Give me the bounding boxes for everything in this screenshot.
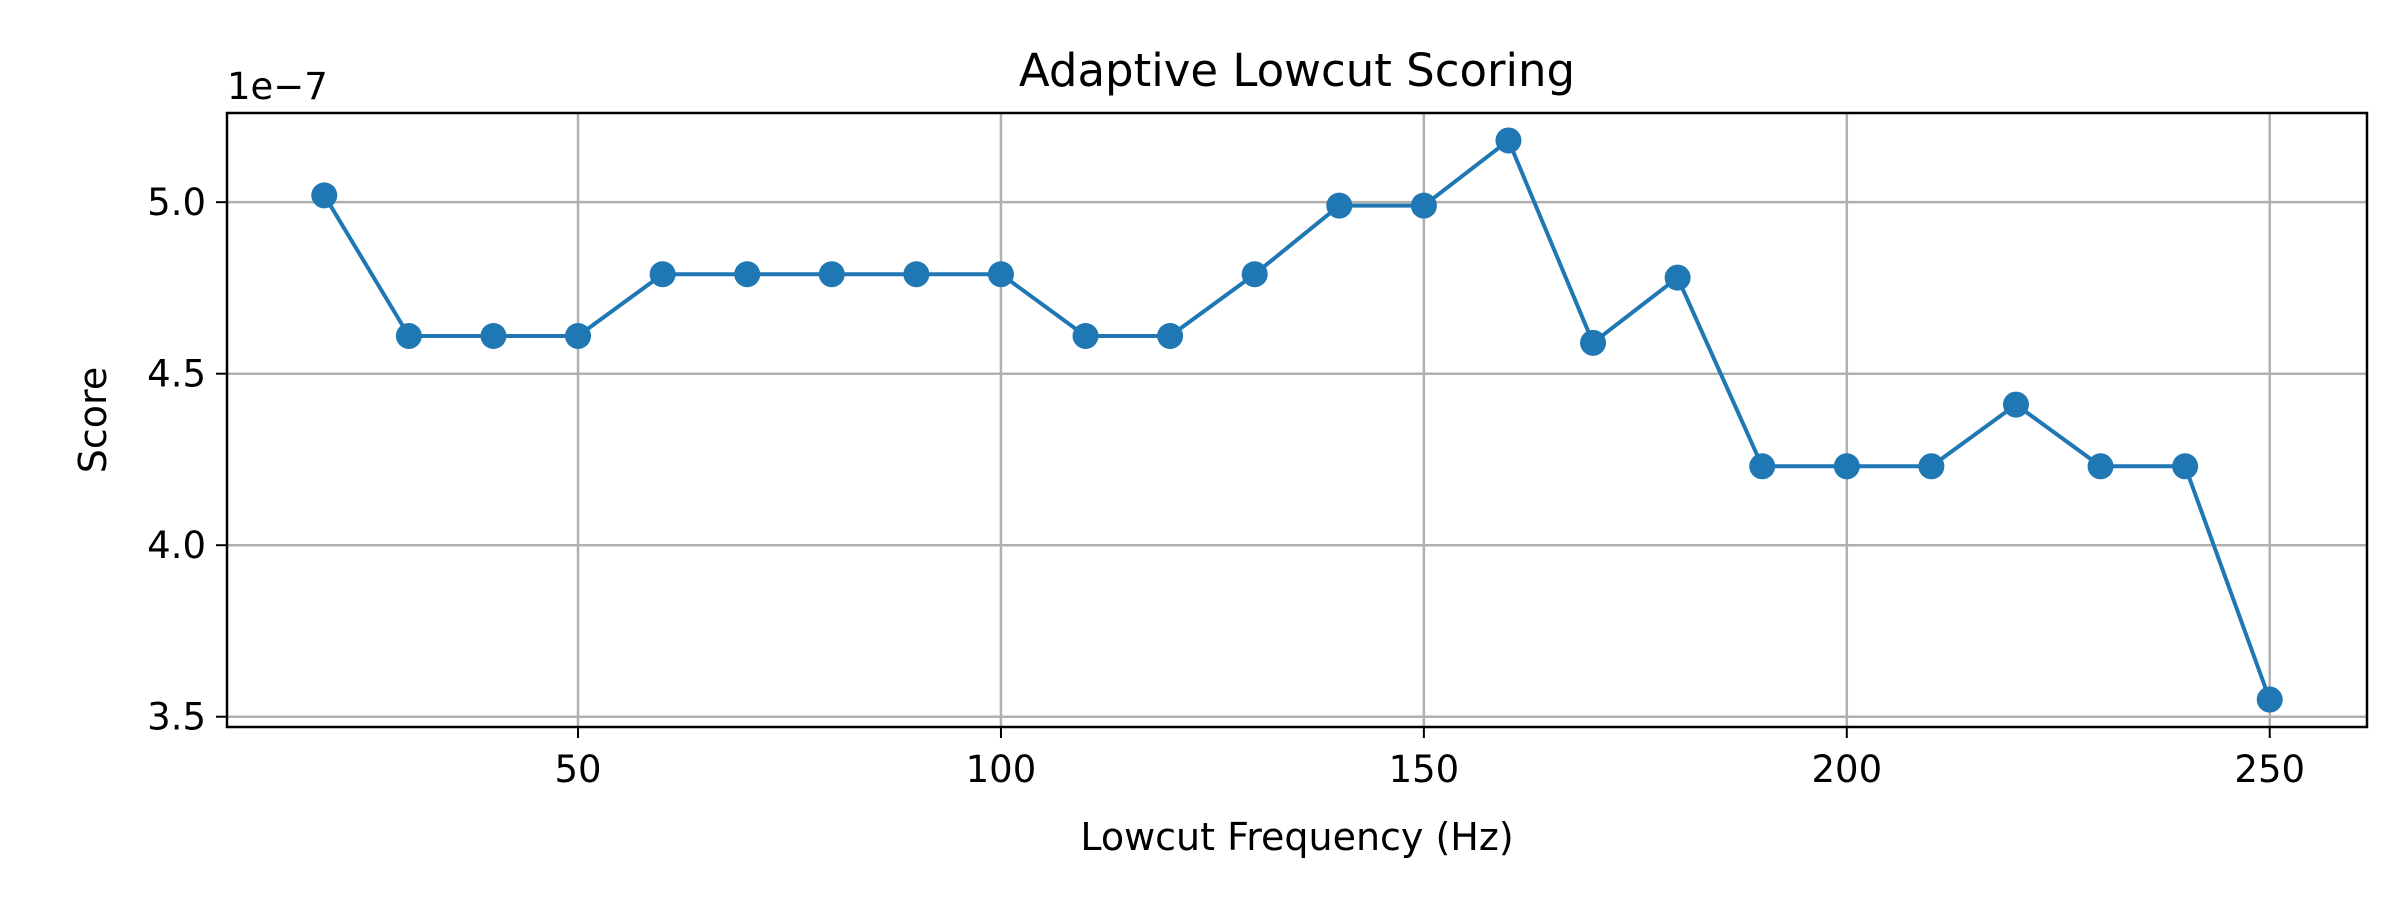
- data-point: [1326, 192, 1353, 219]
- x-tick-label: 150: [1389, 748, 1460, 791]
- data-point: [649, 261, 676, 288]
- data-point: [818, 261, 845, 288]
- data-point: [2087, 453, 2114, 480]
- data-point: [1664, 264, 1691, 291]
- data-point: [2002, 391, 2029, 418]
- y-axis-label: Score: [71, 367, 115, 473]
- x-axis-ticks: 50 100 150 200 250: [554, 727, 2305, 791]
- data-point: [1918, 453, 1945, 480]
- data-point: [395, 322, 422, 349]
- x-tick-label: 250: [2234, 748, 2305, 791]
- data-point: [1241, 261, 1268, 288]
- y-tick-label: 4.0: [147, 524, 206, 567]
- data-point: [1580, 329, 1607, 356]
- data-point: [2256, 686, 2283, 713]
- plot-frame: [225, 111, 2369, 729]
- y-tick-label: 3.5: [147, 696, 206, 739]
- x-tick-label: 100: [966, 748, 1037, 791]
- y-axis-offset-label: 1e−7: [227, 65, 328, 108]
- data-point: [1157, 322, 1184, 349]
- data-point: [987, 261, 1014, 288]
- data-point: [1072, 322, 1099, 349]
- x-tick-label: 50: [554, 748, 601, 791]
- data-point: [1410, 192, 1437, 219]
- grid: [227, 113, 2367, 727]
- y-tick-label: 5.0: [147, 181, 206, 224]
- series-line: [322, 138, 2272, 701]
- data-point: [1833, 453, 1860, 480]
- data-point: [2172, 453, 2199, 480]
- data-point: [565, 322, 592, 349]
- data-points: [311, 127, 2283, 713]
- x-tick-label: 200: [1811, 748, 1882, 791]
- data-point: [734, 261, 761, 288]
- data-point: [480, 322, 507, 349]
- x-axis-label: Lowcut Frequency (Hz): [1080, 815, 1513, 859]
- data-point: [311, 182, 338, 209]
- series-line-layer: [322, 138, 2272, 701]
- data-point: [1495, 127, 1522, 154]
- data-point: [1749, 453, 1776, 480]
- data-point: [903, 261, 930, 288]
- y-tick-label: 4.5: [147, 353, 206, 396]
- y-axis-ticks: 3.5 4.0 4.5 5.0: [147, 181, 227, 739]
- chart-title: Adaptive Lowcut Scoring: [1019, 44, 1575, 97]
